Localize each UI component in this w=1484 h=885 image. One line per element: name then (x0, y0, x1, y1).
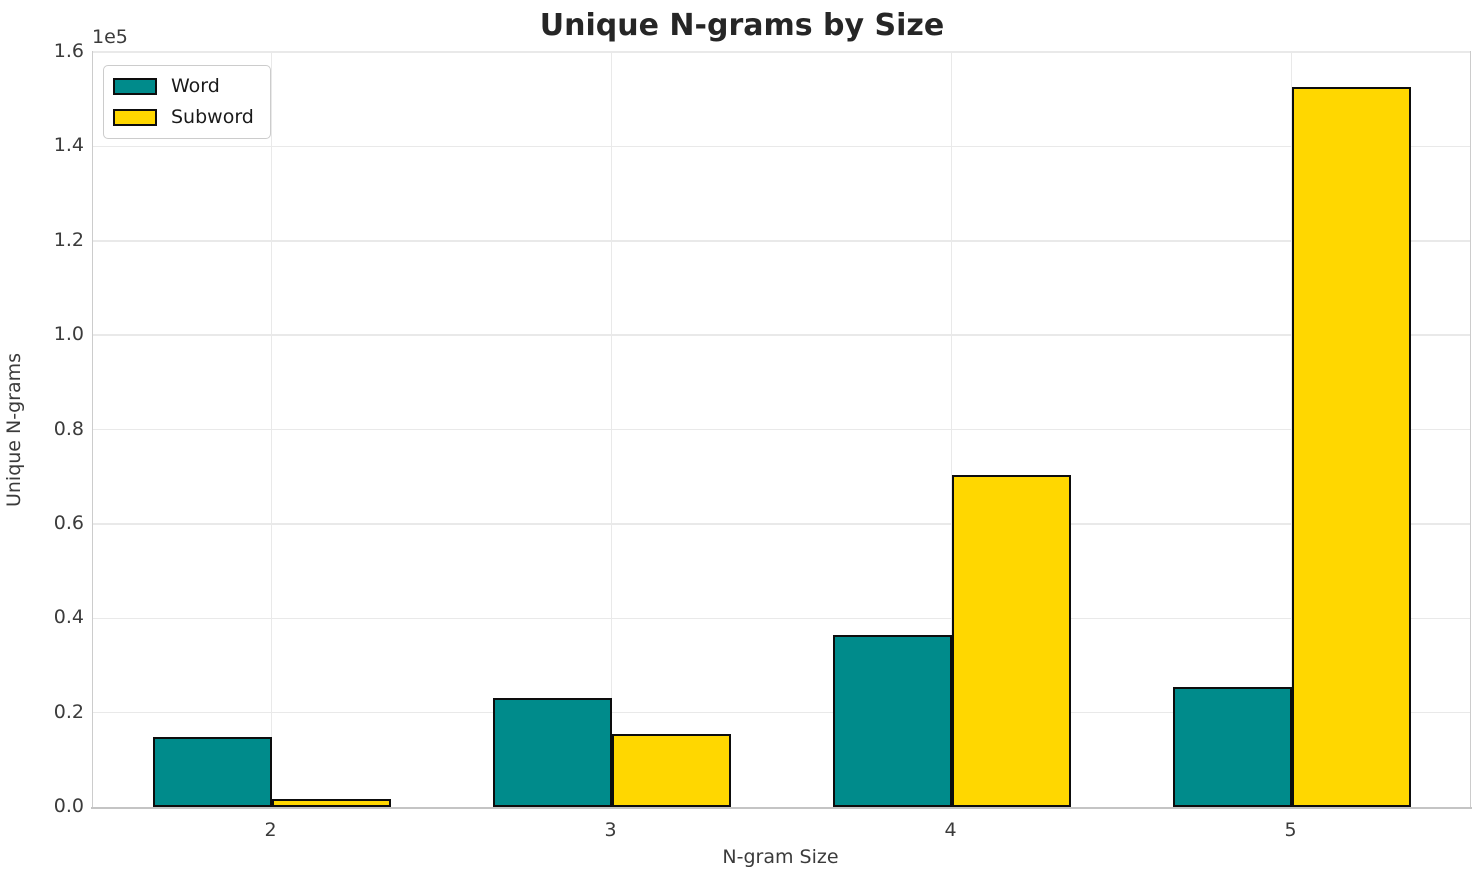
chart-title: Unique N-grams by Size (539, 8, 945, 43)
y-axis-offset-label: 1e5 (92, 26, 128, 48)
bar-subword-3 (611, 733, 731, 807)
gridline-v (950, 52, 953, 807)
gridline-v (270, 52, 273, 807)
x-tick-label: 3 (604, 819, 617, 841)
y-axis-label: Unique N-grams (3, 352, 25, 508)
legend-item-word: Word (113, 75, 254, 98)
y-tick-label: 0.4 (53, 606, 84, 629)
bar-word-5 (1172, 686, 1292, 807)
plot-area: Word Subword (91, 51, 1472, 809)
legend-label: Word (171, 75, 220, 97)
x-tick-label: 2 (264, 819, 277, 841)
gridline-h (93, 523, 1470, 525)
x-axis-spine (91, 807, 1472, 809)
bar-word-4 (832, 635, 952, 807)
bar-subword-4 (951, 475, 1071, 807)
y-tick-label: 0.6 (53, 511, 84, 534)
gridline-h (93, 145, 1470, 148)
x-axis-label: N-gram Size (722, 846, 839, 868)
legend-label: Subword (171, 106, 254, 128)
word-color-swatch (113, 78, 157, 95)
bar-word-2 (152, 737, 272, 807)
bar-word-3 (492, 697, 612, 807)
bar-subword-2 (271, 798, 391, 807)
y-tick-label: 1.2 (53, 228, 84, 251)
x-tick-label: 4 (944, 819, 957, 841)
gridline-h (93, 428, 1470, 431)
bar-subword-5 (1291, 87, 1411, 807)
y-tick-label: 1.0 (53, 323, 84, 346)
gridline-h (93, 617, 1470, 619)
x-tick-label: 5 (1284, 819, 1297, 841)
gridline-h (93, 51, 1470, 53)
gridline-h (93, 334, 1470, 336)
legend: Word Subword (103, 65, 271, 139)
y-tick-label: 0.0 (53, 795, 84, 817)
y-tick-label: 0.8 (53, 417, 84, 440)
gridline-v (610, 52, 613, 807)
y-tick-label: 1.6 (53, 40, 84, 62)
subword-color-swatch (113, 109, 157, 126)
legend-item-subword: Subword (113, 106, 254, 129)
y-tick-label: 0.2 (53, 700, 84, 723)
gridline-h (93, 240, 1470, 242)
gridline-h (93, 711, 1470, 714)
y-tick-label: 1.4 (53, 134, 84, 157)
